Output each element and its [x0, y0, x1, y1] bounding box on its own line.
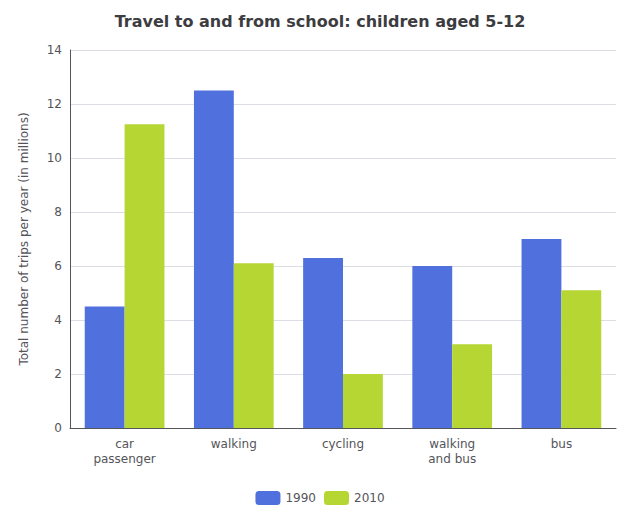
svg-text:12: 12 — [47, 97, 62, 111]
svg-text:cycling: cycling — [322, 437, 364, 451]
svg-text:car: car — [115, 437, 134, 451]
svg-text:and bus: and bus — [428, 452, 476, 466]
svg-text:14: 14 — [47, 43, 62, 57]
svg-text:1990: 1990 — [285, 491, 316, 505]
svg-text:4: 4 — [54, 313, 62, 327]
svg-text:Travel to and from school: chi: Travel to and from school: children aged… — [115, 12, 526, 31]
svg-text:6: 6 — [54, 259, 62, 273]
svg-text:passenger: passenger — [93, 452, 155, 466]
svg-text:0: 0 — [54, 421, 62, 435]
svg-text:10: 10 — [47, 151, 62, 165]
svg-text:Total number of trips per year: Total number of trips per year (in milli… — [17, 112, 31, 366]
svg-text:2: 2 — [54, 367, 62, 381]
svg-text:walking: walking — [211, 437, 257, 451]
svg-text:bus: bus — [551, 437, 572, 451]
svg-text:8: 8 — [54, 205, 62, 219]
svg-text:2010: 2010 — [354, 491, 385, 505]
svg-text:walking: walking — [429, 437, 475, 451]
